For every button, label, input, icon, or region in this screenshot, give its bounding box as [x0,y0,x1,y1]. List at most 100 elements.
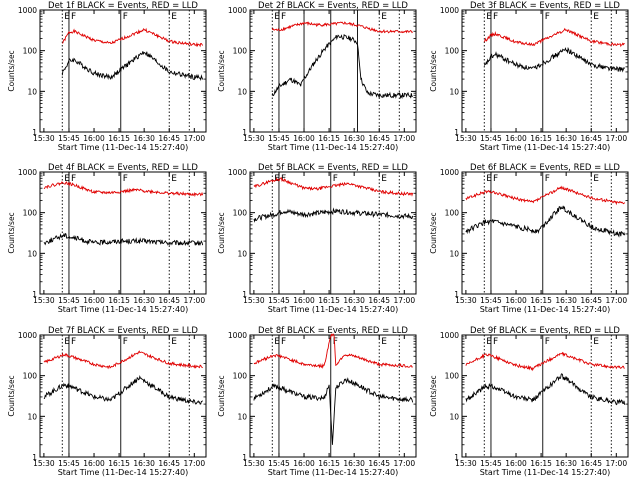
x-tick-label: 16:00 [83,296,105,305]
event-marker-label: E [171,12,177,22]
x-tick-label: 16:30 [555,459,577,468]
x-tick-label: 15:45 [268,296,290,305]
series-lld-line [465,351,625,372]
x-tick-label: 15:30 [455,296,477,305]
y-tick-label: 1 [242,128,247,137]
y-tick-label: 100 [233,209,248,218]
x-tick-label: 15:45 [480,296,502,305]
y-tick-label: 10 [237,249,247,258]
y-tick-label: 1000 [228,331,247,340]
plot-frame [39,171,207,295]
event-marker-label: E [274,337,280,347]
series-lld-line [465,185,626,206]
chart-panel-8: Det 8f BLACK = Events, RED = LLD 1 10 100 10… [217,326,417,477]
event-marker-label: F [281,12,286,22]
x-tick-label: 16:00 [505,459,527,468]
y-tick-label: 1 [242,453,247,462]
x-tick-label: 16:00 [83,134,105,143]
x-tick-label: 15:30 [33,296,55,305]
y-tick-label: 1000 [440,168,459,177]
x-tick-label: 16:15 [108,296,130,305]
x-tick-label: 16:15 [318,459,340,468]
x-tick-label: 16:30 [343,459,365,468]
x-tick-label: 17:00 [393,134,415,143]
event-marker-label: F [123,12,128,22]
y-tick-label: 1000 [18,331,37,340]
event-marker-label: F [333,174,338,184]
x-tick-label: 16:00 [293,459,315,468]
y-tick-label: 1 [32,453,37,462]
x-tick-label: 16:15 [318,296,340,305]
x-tick-label: 17:00 [183,459,205,468]
event-marker-label: F [71,12,76,22]
x-tick-label: 16:45 [368,459,390,468]
y-tick-label: 100 [23,209,38,218]
x-tick-label: 15:30 [33,134,55,143]
x-tick-label: 15:45 [58,296,80,305]
x-tick-label: 17:00 [605,134,627,143]
x-tick-label: 16:15 [530,459,552,468]
event-marker-label: F [545,12,550,22]
x-tick-label: 15:30 [243,296,265,305]
event-marker-label: E [171,174,177,184]
chart-title: Det 3f BLACK = Events, RED = LLD [470,1,620,11]
x-tick-label: 16:30 [555,296,577,305]
event-marker-label: F [493,337,498,347]
x-axis-label: Start Time (11-Dec-14 15:27:40) [268,468,399,477]
y-axis-label: Counts/sec [217,50,226,91]
event-marker-label: E [64,337,70,347]
y-tick-label: 1000 [228,168,247,177]
series-events-line [483,46,626,73]
x-tick-label: 15:45 [480,459,502,468]
event-marker-label: F [123,337,128,347]
y-axis-label: Counts/sec [429,50,438,91]
x-tick-label: 16:15 [108,134,130,143]
chart-panel-1: Det 1f BLACK = Events, RED = LLD 1 10 100 10… [7,1,207,152]
y-tick-label: 1000 [228,6,247,15]
x-tick-label: 16:30 [133,459,155,468]
series-lld-line [271,21,414,34]
x-tick-label: 15:45 [58,134,80,143]
series-lld-line [253,177,414,197]
x-tick-label: 15:45 [268,459,290,468]
y-tick-label: 1000 [440,331,459,340]
x-tick-label: 16:00 [505,296,527,305]
x-axis-label: Start Time (11-Dec-14 15:27:40) [480,305,611,314]
x-tick-label: 15:45 [480,134,502,143]
y-tick-label: 10 [27,87,37,96]
series-lld-line [483,27,625,48]
x-tick-label: 15:30 [455,134,477,143]
chart-panel-3: Det 3f BLACK = Events, RED = LLD 1 10 100 10… [429,1,629,152]
x-axis-label: Start Time (11-Dec-14 15:27:40) [58,468,189,477]
x-tick-label: 16:30 [343,296,365,305]
event-marker-label: E [274,12,280,22]
plot-frame [249,334,417,458]
x-tick-label: 15:30 [243,134,265,143]
y-tick-label: 1000 [18,6,37,15]
chart-title: Det 4f BLACK = Events, RED = LLD [48,163,198,173]
x-tick-label: 16:45 [580,134,602,143]
y-tick-label: 1 [454,128,459,137]
plot-frame [461,334,629,458]
x-tick-label: 16:30 [555,134,577,143]
y-tick-label: 10 [27,412,37,421]
y-tick-label: 10 [27,249,37,258]
x-axis-label: Start Time (11-Dec-14 15:27:40) [58,305,189,314]
x-tick-label: 15:45 [58,459,80,468]
x-axis-label: Start Time (11-Dec-14 15:27:40) [268,143,399,152]
x-tick-label: 16:30 [133,134,155,143]
x-tick-label: 16:30 [133,296,155,305]
event-marker-label: F [493,174,498,184]
chart-panel-7: Det 7f BLACK = Events, RED = LLD 1 10 100 10… [7,326,207,477]
x-tick-label: 16:00 [83,459,105,468]
chart-title: Det 7f BLACK = Events, RED = LLD [48,326,198,336]
y-axis-label: Counts/sec [7,212,16,253]
y-axis-label: Counts/sec [217,212,226,253]
series-events-line [465,205,626,238]
y-axis-label: Counts/sec [7,50,16,91]
y-tick-label: 10 [449,87,459,96]
x-tick-label: 16:00 [293,134,315,143]
x-tick-label: 16:45 [158,459,180,468]
x-tick-label: 16:15 [108,459,130,468]
event-marker-label: F [281,174,286,184]
